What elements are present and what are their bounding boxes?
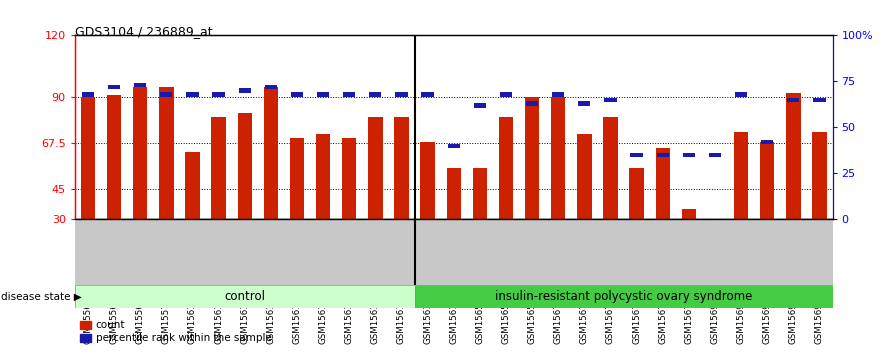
- Bar: [735, 92, 747, 97]
- Bar: [396, 92, 408, 97]
- Bar: [629, 169, 644, 219]
- Bar: [474, 103, 486, 108]
- Bar: [447, 169, 461, 219]
- Bar: [761, 140, 774, 144]
- Bar: [551, 97, 566, 219]
- Bar: [786, 93, 801, 219]
- Bar: [263, 86, 278, 219]
- Bar: [108, 85, 120, 89]
- Bar: [421, 92, 433, 97]
- Bar: [552, 92, 565, 97]
- Bar: [81, 97, 95, 219]
- Bar: [290, 138, 304, 219]
- Bar: [682, 209, 696, 219]
- Bar: [603, 117, 618, 219]
- Bar: [813, 98, 825, 102]
- Bar: [239, 88, 251, 93]
- Bar: [415, 285, 833, 308]
- Bar: [264, 85, 277, 89]
- Bar: [631, 153, 643, 157]
- Bar: [368, 117, 382, 219]
- Bar: [656, 153, 669, 157]
- Text: insulin-resistant polycystic ovary syndrome: insulin-resistant polycystic ovary syndr…: [495, 290, 752, 303]
- Bar: [420, 142, 435, 219]
- Bar: [369, 92, 381, 97]
- Bar: [472, 169, 487, 219]
- Text: disease state ▶: disease state ▶: [1, 291, 82, 301]
- Bar: [342, 138, 357, 219]
- Bar: [525, 97, 539, 219]
- Bar: [655, 148, 670, 219]
- Bar: [709, 153, 721, 157]
- Bar: [707, 219, 722, 240]
- Bar: [578, 101, 590, 106]
- Bar: [499, 117, 513, 219]
- Bar: [160, 92, 173, 97]
- Bar: [343, 92, 355, 97]
- Text: GDS3104 / 236889_at: GDS3104 / 236889_at: [75, 25, 212, 38]
- Bar: [291, 92, 303, 97]
- Bar: [159, 86, 174, 219]
- Bar: [448, 144, 460, 148]
- Bar: [812, 132, 826, 219]
- Bar: [317, 92, 329, 97]
- Bar: [187, 92, 198, 97]
- Bar: [107, 95, 122, 219]
- Bar: [133, 86, 147, 219]
- Bar: [734, 132, 748, 219]
- Bar: [316, 133, 330, 219]
- Bar: [212, 92, 225, 97]
- Legend: count, percentile rank within the sample: count, percentile rank within the sample: [80, 320, 271, 343]
- Bar: [75, 285, 415, 308]
- Bar: [526, 101, 538, 106]
- Bar: [577, 133, 591, 219]
- Bar: [604, 98, 617, 102]
- Bar: [134, 83, 146, 87]
- Text: control: control: [224, 290, 265, 303]
- Bar: [395, 117, 409, 219]
- Bar: [185, 152, 200, 219]
- Bar: [211, 117, 226, 219]
- Bar: [238, 113, 252, 219]
- Bar: [683, 153, 695, 157]
- Bar: [82, 92, 94, 97]
- Bar: [760, 142, 774, 219]
- Bar: [500, 92, 512, 97]
- Bar: [788, 98, 799, 102]
